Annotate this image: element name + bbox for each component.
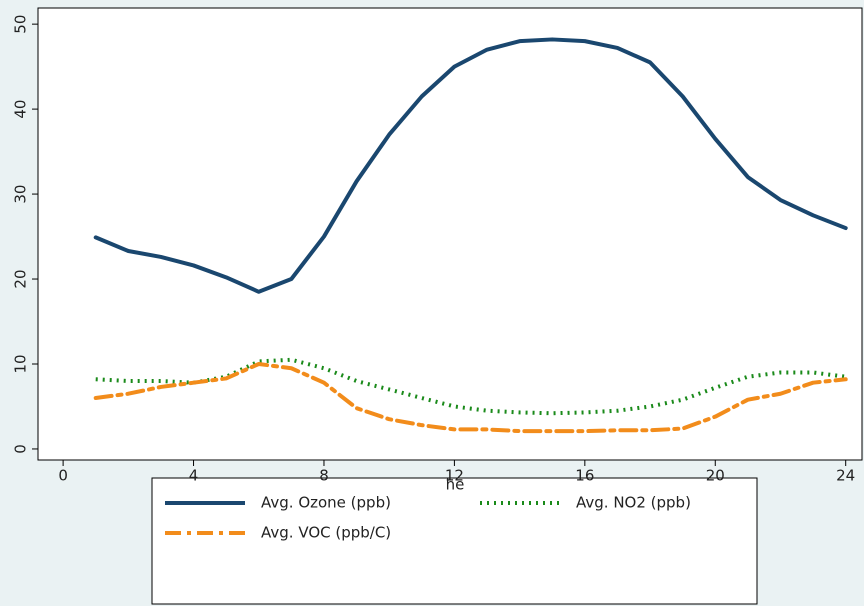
x-axis-title: he — [446, 476, 465, 494]
legend-label: Avg. NO2 (ppb) — [576, 494, 691, 512]
x-tick-label: 20 — [706, 467, 725, 485]
x-tick-label: 8 — [319, 467, 329, 485]
x-tick-label: 4 — [189, 467, 199, 485]
y-tick-label: 10 — [12, 354, 30, 373]
plot-area — [37, 7, 863, 461]
series-line — [95, 357, 846, 416]
legend-label: Avg. Ozone (ppb) — [261, 494, 391, 512]
y-tick-label: 20 — [12, 269, 30, 288]
x-tick-label: 12 — [445, 467, 464, 485]
y-tick-label: 30 — [12, 185, 30, 204]
legend-box — [151, 477, 758, 605]
x-tick-label: 16 — [575, 467, 594, 485]
x-tick-label: 24 — [836, 467, 855, 485]
y-tick-label: 40 — [12, 100, 30, 119]
y-tick-label: 0 — [12, 444, 30, 454]
series-line — [93, 361, 848, 434]
legend-label: Avg. VOC (ppb/C) — [261, 524, 391, 542]
series-line — [93, 37, 848, 294]
x-tick-label: 0 — [58, 467, 68, 485]
y-tick-label: 50 — [12, 15, 30, 34]
